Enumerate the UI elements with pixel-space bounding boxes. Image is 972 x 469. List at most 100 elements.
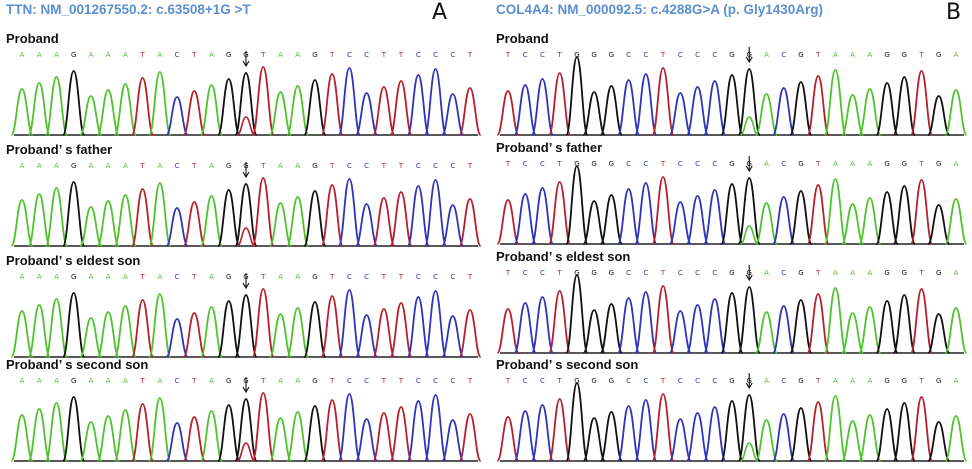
trace-peak: [96, 311, 120, 358]
base-call-label: T: [329, 162, 335, 170]
trace-peak: [772, 305, 796, 354]
trace-peak: [148, 182, 172, 247]
trace-peak: [303, 190, 327, 247]
chromatogram-track: Proband’ s second son AAAGAAATACTAGGTAAG…: [0, 357, 486, 469]
trace-peak: [892, 402, 916, 462]
base-call-label: T: [918, 269, 924, 277]
trace-peak: [337, 289, 361, 358]
base-call-label: G: [71, 273, 76, 281]
base-call-label: G: [591, 160, 596, 168]
trace-peak: [165, 318, 189, 358]
chromatogram: TCCTGGGCCTCCCGGACGTAAAGGTGA: [496, 265, 968, 354]
base-call-label: G: [798, 377, 803, 385]
trace-peak: [754, 311, 779, 354]
base-call-label: C: [626, 51, 631, 59]
trace-peak: [79, 95, 103, 136]
base-call-label: A: [54, 377, 59, 385]
trace-peak: [565, 56, 589, 136]
base-call-label: G: [609, 160, 614, 168]
base-call-label: T: [660, 160, 666, 168]
base-call-label: A: [20, 162, 25, 170]
base-call-label: C: [433, 377, 438, 385]
base-call-label: C: [450, 51, 455, 59]
base-call-label: A: [833, 160, 838, 168]
trace-peak: [565, 165, 589, 245]
track-label: Proband: [496, 31, 549, 46]
trace-peak: [372, 197, 396, 247]
base-call-label: C: [433, 51, 438, 59]
trace-peak: [737, 177, 761, 245]
trace-peak: [148, 397, 172, 462]
base-call-label: A: [764, 160, 769, 168]
trace-peak: [251, 66, 275, 136]
trace-peak: [668, 418, 692, 462]
base-call-label: C: [678, 269, 683, 277]
trace-peak: [79, 421, 103, 462]
base-call-label: T: [381, 162, 387, 170]
trace-peak: [513, 410, 537, 462]
base-call-label: C: [523, 377, 528, 385]
variant-arrow-icon: [242, 51, 250, 68]
base-call-label: C: [712, 269, 717, 277]
base-call-label: G: [574, 269, 579, 277]
trace-peak: [720, 74, 744, 136]
trace-peak: [199, 410, 224, 462]
base-call-label: A: [157, 273, 162, 281]
trace-peak: [737, 286, 761, 354]
trace-peak: [823, 287, 847, 354]
variant-arrow-icon: [745, 373, 753, 390]
trace-peak: [513, 302, 537, 354]
track-label: Proband’ s second son: [496, 357, 639, 372]
base-call-label: A: [867, 51, 872, 59]
trace-peak: [355, 418, 379, 462]
variant-arrow-icon: [242, 377, 250, 394]
trace-peak: [496, 416, 520, 462]
trace-peak: [337, 178, 361, 247]
trace-peak: [113, 83, 137, 136]
trace-peak: [251, 392, 275, 462]
base-call-label: G: [574, 160, 579, 168]
base-call-label: T: [260, 162, 266, 170]
base-call-label: G: [936, 377, 941, 385]
base-call-label: A: [867, 269, 872, 277]
base-call-label: A: [106, 51, 111, 59]
base-call-label: C: [175, 377, 180, 385]
base-call-label: T: [557, 160, 563, 168]
trace-peak: [685, 86, 710, 136]
base-call-label: G: [591, 269, 596, 277]
trace-peak: [737, 68, 761, 136]
trace-peak: [199, 84, 224, 136]
base-call-label: C: [626, 377, 631, 385]
base-call-label: T: [191, 377, 197, 385]
trace-peak: [685, 412, 710, 462]
base-call-label: C: [523, 269, 528, 277]
base-call-label: G: [884, 377, 889, 385]
variant-arrow-icon: [242, 162, 250, 179]
base-call-label: A: [278, 162, 283, 170]
trace-peak: [582, 200, 606, 245]
base-call-label: C: [347, 51, 352, 59]
base-call-label: C: [416, 377, 421, 385]
base-call-label: T: [467, 377, 473, 385]
variant-arrow-icon: [745, 156, 753, 173]
trace-peak: [423, 394, 448, 462]
trace-peak: [841, 312, 865, 354]
trace-peak: [737, 394, 761, 462]
base-call-label: C: [643, 377, 648, 385]
variant-arrow-icon: [745, 47, 753, 64]
base-call-label: A: [954, 269, 959, 277]
base-call-label: C: [175, 162, 180, 170]
trace-peak: [251, 177, 275, 247]
base-call-label: T: [260, 377, 266, 385]
trace-peak: [927, 204, 951, 245]
base-call-label: T: [260, 51, 266, 59]
base-call-label: G: [609, 269, 614, 277]
trace-peak: [62, 396, 86, 462]
base-call-label: C: [175, 273, 180, 281]
variant-title: TTN: NM_001267550.2: c.63508+1G >T: [6, 2, 251, 17]
base-call-label: C: [643, 269, 648, 277]
trace-peak: [909, 70, 934, 136]
base-call-label: A: [850, 377, 855, 385]
trace-peak: [806, 184, 830, 245]
trace-peak: [44, 298, 69, 358]
